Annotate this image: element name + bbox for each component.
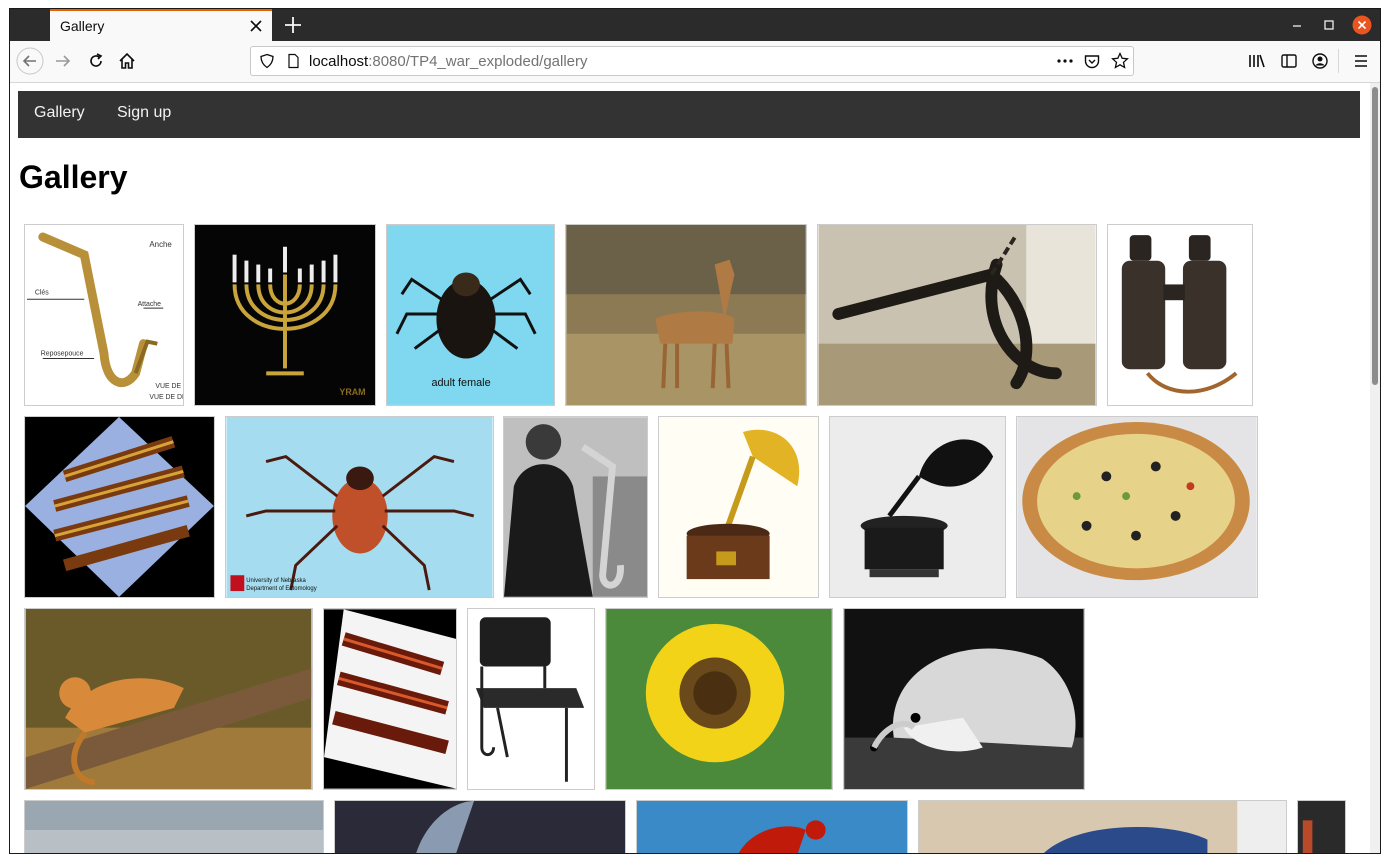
partial-image — [1298, 801, 1345, 853]
bookmark-star-icon[interactable] — [1111, 52, 1129, 70]
gallery-image[interactable] — [467, 608, 595, 790]
pizza-image — [1017, 417, 1257, 597]
tick-dorsal-image: University of Nebraska Department of Ent… — [226, 417, 493, 597]
gallery-image[interactable] — [829, 416, 1006, 598]
gallery-image[interactable] — [24, 800, 324, 853]
gallery-image[interactable] — [1107, 224, 1253, 406]
pagoda-tilted-image — [324, 609, 456, 789]
nav-link-signup[interactable]: Sign up — [117, 104, 172, 121]
sunflower-image — [606, 609, 832, 789]
image-caption: Department of Entomology — [246, 586, 316, 592]
diagram-label: VUE DE CÔTÉ — [155, 381, 183, 390]
toolbar-separator — [1338, 49, 1339, 73]
gramophone-engraving-image — [830, 417, 1005, 597]
menorah-image: YRAM — [195, 225, 375, 405]
image-caption: adult female — [431, 377, 490, 389]
saxophone-player-image — [504, 417, 647, 597]
reload-button[interactable] — [82, 47, 110, 75]
gallery-image[interactable] — [24, 608, 313, 790]
fish-image — [919, 801, 1286, 853]
url-path: :8080/TP4_war_exploded/gallery — [368, 53, 588, 70]
pocket-icon[interactable] — [1083, 53, 1101, 71]
gallery-image[interactable] — [24, 416, 215, 598]
library-icon — [1249, 54, 1265, 68]
gallery-image[interactable] — [334, 800, 626, 853]
url-host: localhost — [309, 53, 369, 70]
url-text[interactable]: localhost:8080/TP4_war_exploded/gallery — [309, 53, 588, 70]
gallery-image[interactable] — [565, 224, 807, 406]
hamburger-menu-icon — [1355, 55, 1367, 67]
gallery-image[interactable] — [323, 608, 457, 790]
forward-button[interactable] — [49, 47, 77, 75]
diagram-label: Anche — [149, 240, 172, 249]
image-watermark: YRAM — [339, 387, 365, 397]
sidebar-icon — [1281, 54, 1297, 68]
gallery-image[interactable] — [605, 608, 833, 790]
gallery-image[interactable] — [636, 800, 908, 853]
account-icon — [1312, 53, 1328, 69]
gallery-image[interactable]: University of Nebraska Department of Ent… — [225, 416, 494, 598]
new-tab-icon[interactable] — [282, 14, 304, 36]
library-button[interactable] — [1243, 47, 1271, 75]
gallery-image[interactable] — [817, 224, 1097, 406]
close-icon[interactable] — [246, 16, 266, 36]
window-close-icon[interactable] — [1352, 15, 1372, 35]
back-button[interactable] — [16, 47, 44, 75]
chair-image — [468, 609, 594, 789]
gallery-image[interactable] — [1016, 416, 1258, 598]
diagram-label: Clés — [35, 289, 49, 296]
diagram-label: Reposepouce — [41, 350, 84, 357]
gallery-image[interactable] — [1297, 800, 1346, 853]
page-icon — [288, 53, 299, 69]
saxophone-diagram-image: Anche Clés Attache Reposepouce VUE DE CÔ… — [25, 225, 183, 405]
page-scrollbar[interactable] — [1370, 83, 1380, 853]
browser-window: Gallery localhost:8080/TP4_war_exploded/… — [9, 8, 1381, 854]
cloud-sky-image — [25, 801, 323, 853]
site-navbar: Gallery Sign up — [18, 91, 1360, 138]
home-button[interactable] — [113, 47, 141, 75]
reload-icon — [90, 53, 103, 67]
gallery-image[interactable] — [843, 608, 1085, 790]
gallery-image[interactable] — [503, 416, 648, 598]
pagoda-rotated-image — [25, 417, 214, 597]
back-arrow-icon — [16, 47, 44, 75]
diagram-label: Attache — [138, 301, 162, 308]
shield-icon[interactable] — [259, 53, 275, 69]
gallery-image[interactable] — [658, 416, 819, 598]
title-bar: Gallery — [10, 9, 1380, 42]
cougar-image — [25, 609, 312, 789]
dragonfly-image — [335, 801, 625, 853]
sidebar-button[interactable] — [1275, 47, 1303, 75]
more-options-icon[interactable] — [1056, 54, 1074, 68]
maximize-icon[interactable] — [1319, 15, 1339, 35]
scrollbar-thumb[interactable] — [1372, 87, 1378, 385]
gazelle-image — [566, 225, 806, 405]
diagram-label: VUE DE DERRIÈRE — [149, 392, 183, 401]
account-button[interactable] — [1306, 47, 1334, 75]
tab-title: Gallery — [60, 18, 105, 34]
browser-tab[interactable]: Gallery — [50, 9, 272, 42]
minimize-icon[interactable] — [1287, 15, 1307, 35]
menu-button[interactable] — [1347, 47, 1375, 75]
home-icon — [119, 52, 135, 69]
page-content: Gallery Sign up Gallery Anche Clés Attac… — [10, 83, 1372, 853]
binoculars-image — [1108, 225, 1252, 405]
image-caption: University of Nebraska — [246, 578, 306, 584]
anchor-image — [818, 225, 1096, 405]
gramophone-gold-image — [659, 417, 818, 597]
address-bar[interactable]: localhost:8080/TP4_war_exploded/gallery — [250, 46, 1134, 76]
gallery-image[interactable]: Anche Clés Attache Reposepouce VUE DE CÔ… — [24, 224, 184, 406]
gallery-image[interactable]: YRAM — [194, 224, 376, 406]
nav-link-gallery[interactable]: Gallery — [34, 104, 85, 121]
browser-toolbar: localhost:8080/TP4_war_exploded/gallery — [10, 41, 1380, 83]
hedgehog-image — [844, 609, 1084, 789]
forward-arrow-icon — [56, 55, 71, 67]
gallery-image[interactable]: adult female — [386, 224, 555, 406]
page-title: Gallery — [19, 159, 128, 195]
lobster-image — [637, 801, 907, 853]
tick-adult-female-image: adult female — [387, 225, 554, 405]
gallery-image[interactable] — [918, 800, 1287, 853]
